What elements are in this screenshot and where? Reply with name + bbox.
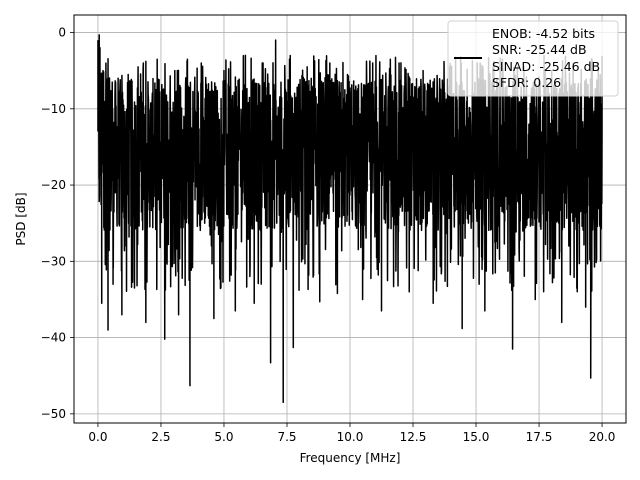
legend-line-enob: ENOB: -4.52 bits [492, 26, 595, 41]
legend-line-sfdr: SFDR: 0.26 [492, 75, 561, 90]
y-tick-label: −10 [41, 102, 66, 116]
x-tick-label: 5.0 [214, 430, 233, 444]
y-tick-label: −40 [41, 331, 66, 345]
x-tick-label: 12.5 [400, 430, 427, 444]
y-axis-label: PSD [dB] [14, 192, 28, 245]
x-axis-label: Frequency [MHz] [300, 451, 401, 465]
legend: ENOB: -4.52 bits SNR: -25.44 dB SINAD: -… [447, 20, 619, 97]
x-tick-label: 20.0 [589, 430, 616, 444]
legend-line-snr: SNR: -25.44 dB [492, 42, 587, 57]
x-axis-ticks: 0.0 2.5 5.0 7.5 10.0 12.5 15.0 17.5 20.0 [88, 423, 615, 444]
plot-area [97, 34, 603, 404]
x-tick-label: 2.5 [151, 430, 170, 444]
x-tick-label: 0.0 [88, 430, 107, 444]
y-tick-label: −50 [41, 407, 66, 421]
y-tick-label: 0 [58, 26, 66, 40]
y-tick-label: −20 [41, 178, 66, 192]
x-tick-label: 17.5 [526, 430, 553, 444]
y-tick-label: −30 [41, 254, 66, 268]
legend-box [447, 20, 619, 97]
psd-series-line [97, 34, 603, 404]
series-layer [97, 34, 603, 404]
legend-line-sinad: SINAD: -25.46 dB [492, 59, 600, 74]
x-tick-label: 10.0 [337, 430, 364, 444]
x-tick-label: 7.5 [277, 430, 296, 444]
x-tick-label: 15.0 [463, 430, 490, 444]
y-axis-ticks: 0 −10 −20 −30 −40 −50 [41, 26, 74, 421]
